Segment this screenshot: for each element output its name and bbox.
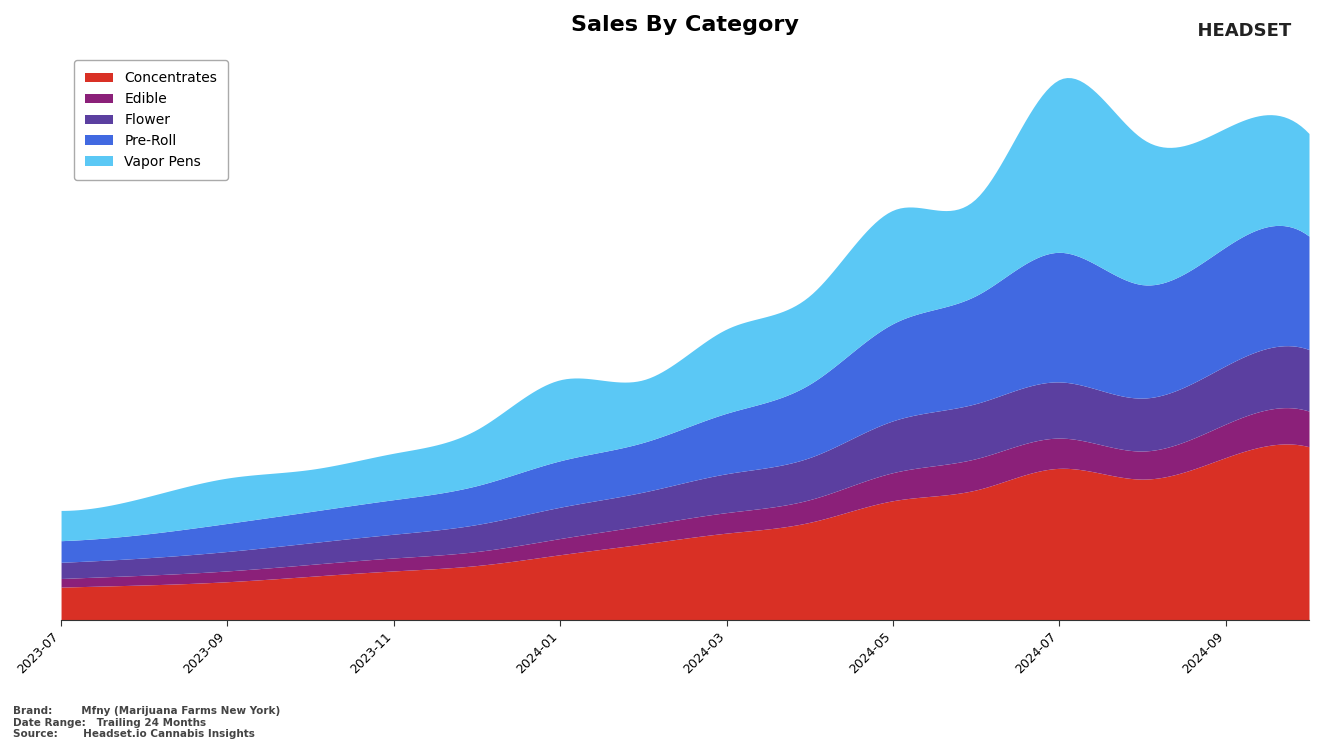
Text: HEADSET: HEADSET: [1185, 22, 1291, 40]
Legend: Concentrates, Edible, Flower, Pre-Roll, Vapor Pens: Concentrates, Edible, Flower, Pre-Roll, …: [74, 60, 228, 181]
Title: Sales By Category: Sales By Category: [571, 15, 798, 35]
Text: Brand:        Mfny (Marijuana Farms New York)
Date Range:   Trailing 24 Months
S: Brand: Mfny (Marijuana Farms New York) D…: [13, 706, 281, 739]
